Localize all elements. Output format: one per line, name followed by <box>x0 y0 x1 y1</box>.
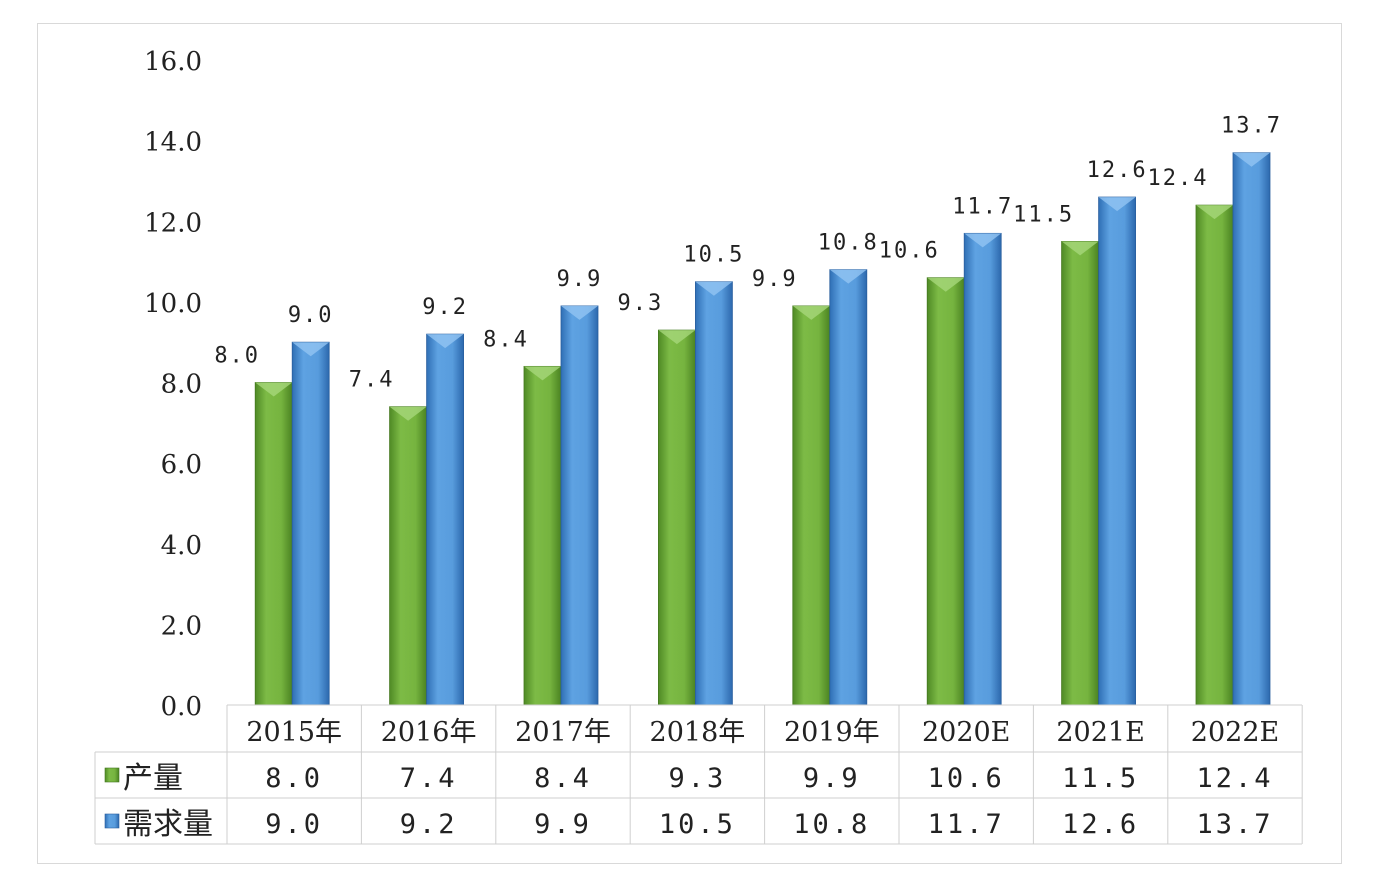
bar-production <box>523 365 562 706</box>
category-label: 2020E <box>922 717 1010 748</box>
bar-production <box>658 329 696 706</box>
table-cell: 9.0 <box>265 809 323 840</box>
table-cell: 12.4 <box>1196 763 1273 794</box>
data-label: 7.4 <box>349 368 395 393</box>
bar-bevel <box>1098 197 1136 212</box>
table-cell: 8.4 <box>534 763 592 794</box>
bar-demand <box>1232 152 1271 706</box>
table-cell: 10.6 <box>928 763 1005 794</box>
category-label: 2017年 <box>515 717 611 748</box>
data-label: 8.0 <box>214 344 260 369</box>
bar-production <box>1195 204 1234 706</box>
legend-swatch <box>104 767 120 783</box>
y-tick-label: 16.0 <box>144 47 202 77</box>
y-tick-label: 6.0 <box>161 450 202 480</box>
bar-demand <box>695 281 733 706</box>
bar-production <box>1061 241 1099 706</box>
table-cell: 13.7 <box>1196 809 1273 840</box>
data-label: 10.6 <box>879 239 940 264</box>
bar-bevel <box>292 342 330 357</box>
bar-demand <box>829 269 868 706</box>
data-label: 13.7 <box>1221 114 1282 139</box>
data-label: 11.5 <box>1013 202 1074 227</box>
category-label: 2022E <box>1191 717 1279 748</box>
bar-demand <box>1098 196 1136 706</box>
table-cell: 9.2 <box>400 809 458 840</box>
table-cell: 12.6 <box>1062 809 1139 840</box>
data-label: 10.5 <box>683 243 744 268</box>
data-label: 9.9 <box>557 267 603 292</box>
category-label: 2016年 <box>381 717 477 748</box>
category-label: 2021E <box>1056 717 1144 748</box>
bar-bevel <box>695 281 733 296</box>
table-cell: 9.9 <box>534 809 592 840</box>
bar-bevel <box>792 305 830 320</box>
bar-bevel <box>1233 152 1270 167</box>
data-label: 9.0 <box>288 303 334 328</box>
table-cell: 10.8 <box>793 809 870 840</box>
data-label: 12.6 <box>1087 158 1148 183</box>
table-cell: 9.9 <box>803 763 861 794</box>
bar-demand <box>291 341 330 706</box>
bar-bevel <box>964 233 1002 248</box>
bar-bevel <box>1196 205 1233 220</box>
y-tick-label: 4.0 <box>161 531 202 561</box>
data-label: 9.2 <box>422 295 468 320</box>
table-cell: 7.4 <box>400 763 458 794</box>
bar-bevel <box>524 366 561 381</box>
category-label: 2019年 <box>784 717 880 748</box>
y-tick-label: 0.0 <box>161 692 202 722</box>
bar-bevel <box>561 305 598 320</box>
y-tick-label: 8.0 <box>161 370 202 400</box>
bar-production <box>792 305 831 706</box>
bar-bevel <box>829 269 867 284</box>
category-label: 2018年 <box>650 717 746 748</box>
data-label: 11.7 <box>952 194 1013 219</box>
bar-demand <box>560 305 599 706</box>
bar-demand <box>426 333 465 706</box>
table-cell: 11.7 <box>928 809 1005 840</box>
bar-production <box>926 277 965 706</box>
data-label: 9.9 <box>752 267 798 292</box>
bar-production <box>389 406 428 706</box>
table-cell: 8.0 <box>265 763 323 794</box>
bar-production <box>254 382 293 706</box>
bar-bevel <box>1061 241 1099 256</box>
bar-bevel <box>426 334 464 349</box>
bar-demand <box>963 232 1002 706</box>
y-tick-label: 12.0 <box>144 208 202 238</box>
chart-frame <box>37 23 1342 864</box>
y-tick-label: 10.0 <box>144 289 202 319</box>
y-tick-label: 14.0 <box>144 128 202 158</box>
legend-swatch <box>104 813 120 829</box>
bar-bevel <box>658 330 696 345</box>
table-cell: 9.3 <box>669 763 727 794</box>
legend-label: 需求量 <box>123 807 213 842</box>
table-cell: 11.5 <box>1062 763 1139 794</box>
data-label: 12.4 <box>1148 166 1209 191</box>
table-cell: 10.5 <box>659 809 736 840</box>
legend-label: 产量 <box>123 761 183 796</box>
data-label: 8.4 <box>483 327 529 352</box>
data-label: 10.8 <box>818 231 879 256</box>
data-label: 9.3 <box>618 291 664 316</box>
category-label: 2015年 <box>246 717 342 748</box>
y-tick-label: 2.0 <box>161 611 202 641</box>
bar-bevel <box>927 277 965 292</box>
bar-bevel <box>389 406 427 421</box>
bar-bevel <box>255 382 293 397</box>
